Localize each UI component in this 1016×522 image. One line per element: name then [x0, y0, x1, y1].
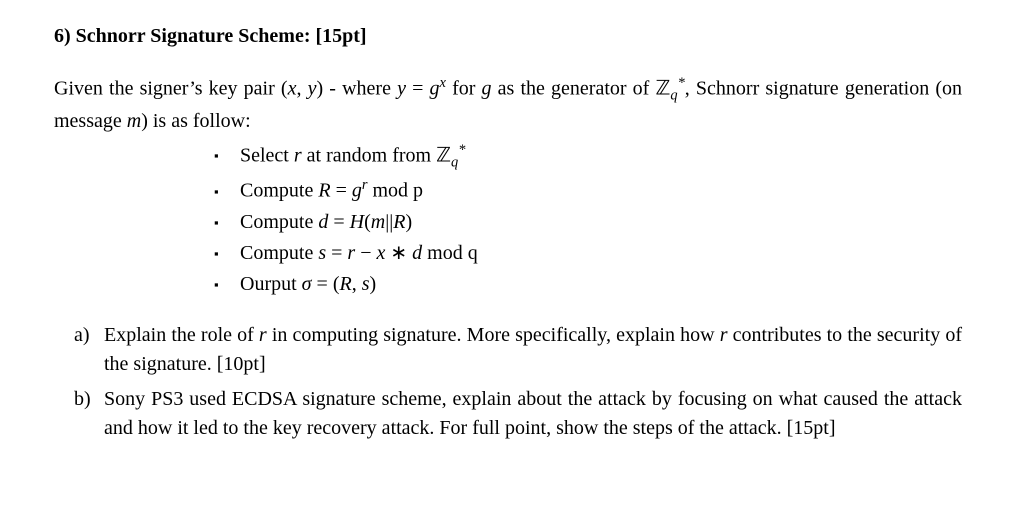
subpart-body: Explain the role of r in computing signa…: [104, 321, 962, 379]
algorithm-step-text: Compute d = H(m||R): [240, 208, 412, 237]
algorithm-step: ▪ Compute d = H(m||R): [214, 208, 962, 237]
question-page: 6) Schnorr Signature Scheme: [15pt] Give…: [0, 0, 1016, 471]
algorithm-step: ▪ Ourput σ = (R, s): [214, 270, 962, 299]
algorithm-step-text: Ourput σ = (R, s): [240, 270, 376, 299]
subpart: b) Sony PS3 used ECDSA signature scheme,…: [74, 385, 962, 443]
bullet-icon: ▪: [214, 247, 240, 260]
bullet-icon: ▪: [214, 185, 240, 198]
subparts-list: a) Explain the role of r in computing si…: [74, 321, 962, 443]
subpart-body: Sony PS3 used ECDSA signature scheme, ex…: [104, 385, 962, 443]
bullet-icon: ▪: [214, 278, 240, 291]
bullet-icon: ▪: [214, 216, 240, 229]
bullet-icon: ▪: [214, 149, 240, 162]
algorithm-steps-list: ▪ Select r at random from ℤq* ▪ Compute …: [214, 140, 962, 299]
algorithm-step: ▪ Compute s = r − x ∗ d mod q: [214, 239, 962, 268]
subpart-label: b): [74, 385, 104, 443]
algorithm-step: ▪ Select r at random from ℤq*: [214, 140, 962, 174]
algorithm-step: ▪ Compute R = gr mod p: [214, 175, 962, 206]
subpart: a) Explain the role of r in computing si…: [74, 321, 962, 379]
question-intro: Given the signer’s key pair (x, y) - whe…: [54, 73, 962, 136]
algorithm-step-text: Compute R = gr mod p: [240, 175, 423, 206]
question-title: 6) Schnorr Signature Scheme: [15pt]: [54, 22, 962, 51]
subpart-label: a): [74, 321, 104, 379]
algorithm-step-text: Compute s = r − x ∗ d mod q: [240, 239, 478, 268]
algorithm-step-text: Select r at random from ℤq*: [240, 140, 465, 174]
